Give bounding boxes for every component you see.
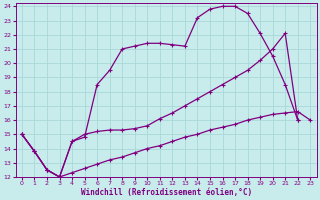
X-axis label: Windchill (Refroidissement éolien,°C): Windchill (Refroidissement éolien,°C): [81, 188, 252, 197]
